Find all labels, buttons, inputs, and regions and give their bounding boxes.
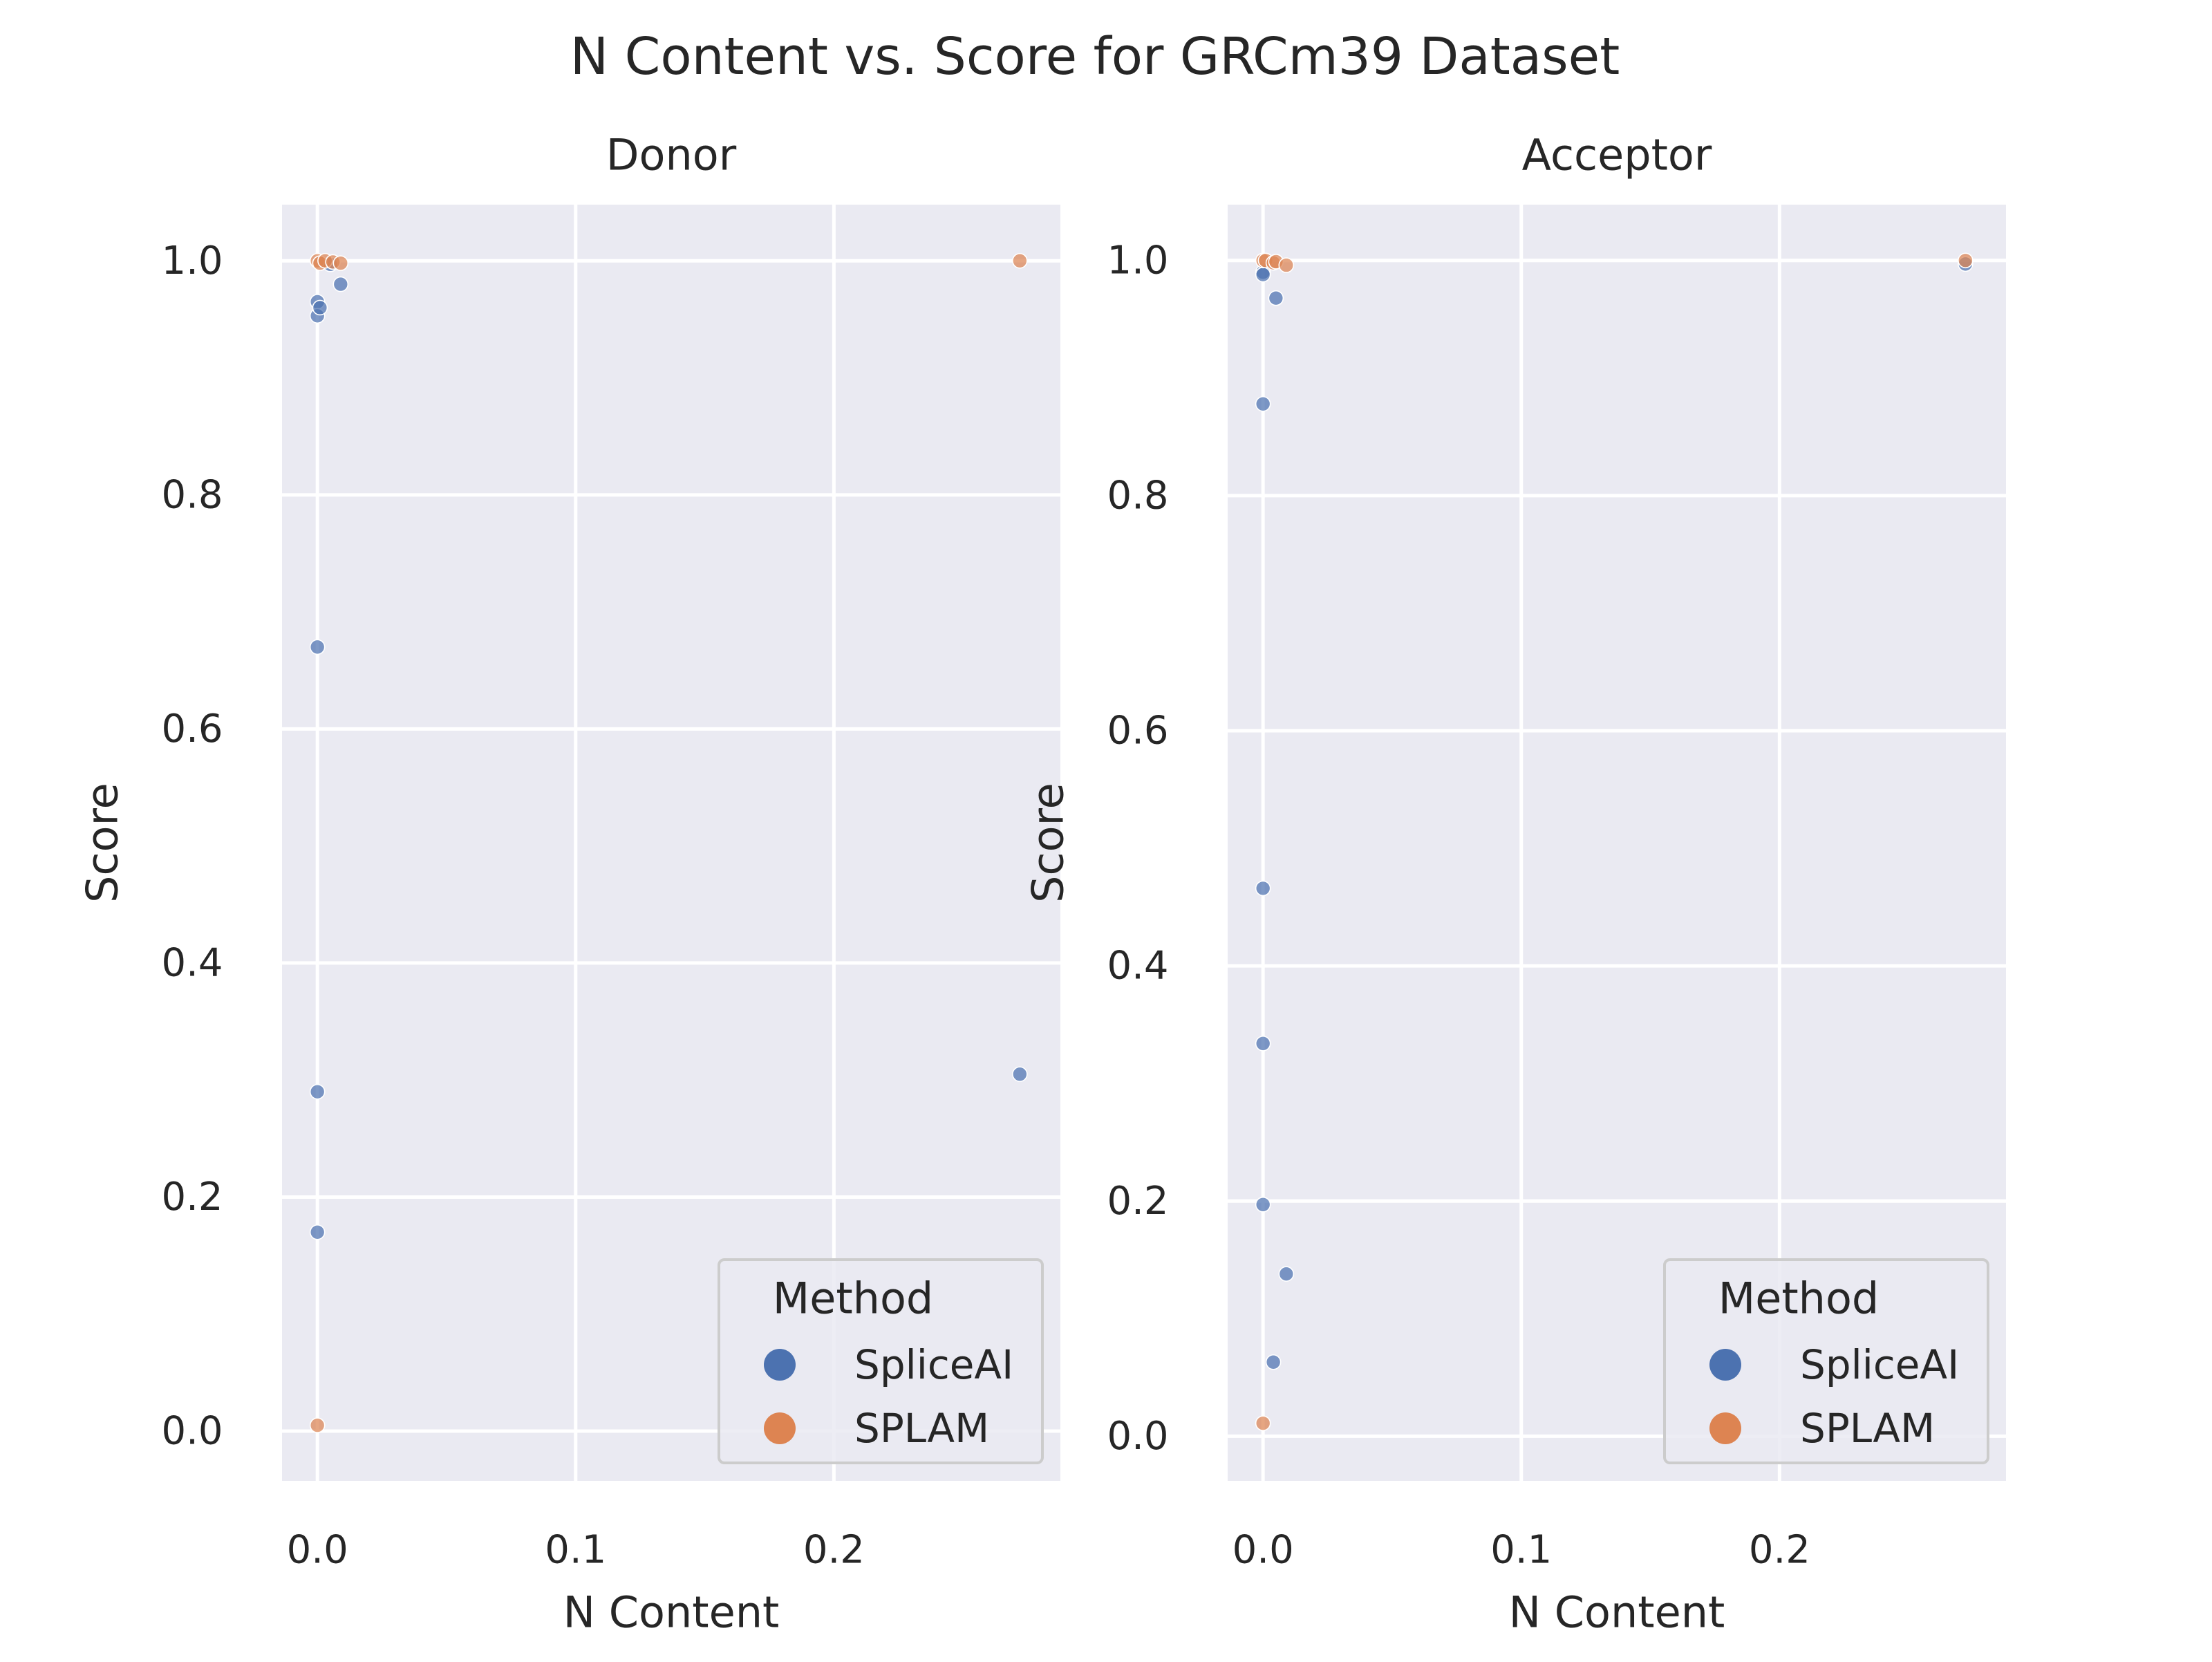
data-point <box>309 1083 326 1100</box>
data-point <box>1268 290 1284 306</box>
y-axis-label: Score <box>1023 783 1074 903</box>
series-splam <box>1255 252 1974 1431</box>
data-point <box>309 639 326 655</box>
data-point <box>1265 1354 1282 1370</box>
y-tick-label: 0.0 <box>161 1409 223 1454</box>
y-tick-label: 0.0 <box>1107 1414 1168 1459</box>
x-tick-label: 0.2 <box>1749 1528 1810 1573</box>
y-tick-label: 0.4 <box>1107 944 1168 989</box>
legend-box <box>718 1258 1044 1464</box>
legend-label: SpliceAI <box>1800 1341 1959 1388</box>
legend-label: SPLAM <box>1800 1405 1935 1452</box>
data-point <box>1255 1415 1271 1431</box>
legend-title: Method <box>773 1273 934 1324</box>
data-point <box>1255 395 1271 412</box>
data-point <box>332 255 349 271</box>
y-tick-label: 0.6 <box>1107 709 1168 754</box>
panel-title: Donor <box>606 130 737 180</box>
x-tick-label: 0.2 <box>803 1528 865 1573</box>
legend: Method SpliceAI SPLAM <box>1663 1258 1989 1464</box>
y-tick-label: 0.2 <box>1107 1179 1168 1224</box>
x-axis-label: N Content <box>1509 1587 1725 1638</box>
y-tick-label: 0.6 <box>161 707 223 751</box>
data-point <box>1012 252 1028 269</box>
data-point <box>1255 880 1271 897</box>
legend-title: Method <box>1718 1273 1880 1324</box>
series-splam <box>309 252 1028 1433</box>
legend: Method SpliceAI SPLAM <box>718 1258 1044 1464</box>
x-tick-label: 0.0 <box>1232 1528 1294 1573</box>
panel-title: Acceptor <box>1522 130 1712 180</box>
x-tick-label: 0.1 <box>545 1528 606 1573</box>
y-tick-label: 0.2 <box>161 1175 223 1220</box>
figure-title: N Content vs. Score for GRCm39 Dataset <box>570 27 1620 86</box>
legend-marker-splam <box>764 1412 796 1444</box>
data-point <box>309 1417 326 1433</box>
legend-marker-spliceai <box>1709 1349 1741 1381</box>
legend-marker-spliceai <box>764 1349 796 1381</box>
data-point <box>1958 252 1974 269</box>
data-point <box>1255 1036 1271 1052</box>
y-tick-label: 1.0 <box>1107 238 1168 283</box>
data-point <box>309 1224 326 1240</box>
data-point <box>1278 1266 1295 1282</box>
legend-box <box>1663 1258 1989 1464</box>
x-tick-label: 0.0 <box>287 1528 348 1573</box>
data-point <box>332 276 349 292</box>
y-axis-label: Score <box>77 783 128 903</box>
data-point <box>1255 266 1271 283</box>
y-tick-label: 0.8 <box>1107 473 1168 518</box>
x-tick-label: 0.1 <box>1490 1528 1552 1573</box>
panels: 0.0 0.1 0.2 0.0 0.2 0.4 0.6 0.8 1.0 N Content Scor… <box>77 130 2006 1638</box>
data-point <box>1255 1197 1271 1213</box>
y-tick-label: 0.8 <box>161 472 223 517</box>
data-point <box>1278 257 1295 273</box>
legend-label: SpliceAI <box>854 1341 1013 1388</box>
data-point <box>1012 1066 1028 1083</box>
data-point <box>312 299 328 316</box>
panel-donor: 0.0 0.1 0.2 0.0 0.2 0.4 0.6 0.8 1.0 N Content Scor… <box>77 130 1060 1638</box>
x-axis-label: N Content <box>563 1587 780 1638</box>
legend-marker-splam <box>1709 1412 1741 1444</box>
y-tick-label: 0.4 <box>161 940 223 985</box>
y-tick-label: 1.0 <box>161 239 223 283</box>
legend-label: SPLAM <box>854 1405 989 1452</box>
panel-acceptor: 0.0 0.1 0.2 0.0 0.2 0.4 0.6 0.8 1.0 N Content Scor… <box>1023 130 2006 1638</box>
